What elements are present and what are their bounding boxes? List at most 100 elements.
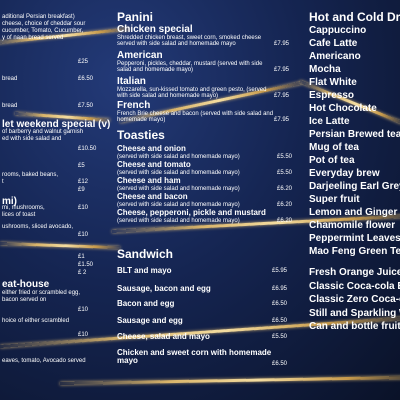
item-price: £10 [78, 232, 89, 238]
drinks-heading: Hot and Cold Drin [309, 10, 400, 24]
hot-drink-item: Darjeeling Earl Grey [309, 181, 400, 192]
toastie-item-name: Cheese and tomato [117, 160, 191, 169]
panini-item-price: £7.95 [274, 117, 290, 123]
item-price: £25 [78, 59, 89, 65]
menu-line: aditional Persian breakfast) [2, 14, 75, 20]
toastie-item-note: (served with side salad and homemade may… [117, 218, 240, 224]
hot-drink-item: Pot of tea [309, 155, 355, 166]
toastie-item-note: (served with side salad and homemade may… [117, 202, 240, 208]
hot-drink-item: Everyday brew [309, 168, 380, 179]
menu-line: y of naan bread served [2, 35, 64, 41]
sandwich-item-name: Chicken and sweet corn with homemade may… [117, 348, 272, 366]
hot-drink-item: Lemon and Ginger [309, 207, 398, 218]
item-price: £10 [78, 205, 89, 211]
toastie-item-price: £5.50 [277, 154, 293, 160]
toastie-item-name: Cheese and onion [117, 144, 186, 153]
panini-item-name: French [117, 100, 151, 111]
hot-drink-item: Mao Feng Green Tea [309, 246, 400, 257]
menu-line: mi) [2, 196, 17, 207]
item-price: £6.50 [78, 76, 94, 82]
hot-drink-item: Cappuccino [309, 25, 367, 36]
sandwich-item-price: £5.50 [272, 334, 288, 340]
menu-line: cheese, choice of cheddar sour [2, 21, 86, 27]
sandwich-heading: Sandwich [117, 247, 174, 261]
menu-line: t [2, 179, 4, 185]
hot-drink-item: Ice Latte [309, 116, 350, 127]
menu-line: rooms, baked beans, [2, 172, 59, 178]
item-price: £10 [78, 332, 89, 338]
menu-line: mi, mushrooms, [2, 205, 45, 211]
hot-drink-item: Hot Chocolate [309, 103, 377, 114]
toastie-item-price: £5.50 [277, 170, 293, 176]
sandwich-item-price: £6.50 [272, 361, 288, 367]
panini-item-desc: Shredded chicken breast, sweet corn, smo… [117, 35, 262, 48]
hot-drink-item: Espresso [309, 90, 355, 101]
menu-line: let weekend special (v) [2, 119, 111, 130]
panini-item-desc: French Brie cheese and bacon (served wit… [117, 111, 274, 124]
toastie-item-price: £6.20 [277, 218, 293, 224]
toastie-item-name: Cheese and bacon [117, 192, 188, 201]
hot-drink-item: Cafe Latte [309, 38, 358, 49]
panini-item-price: £7.95 [274, 67, 290, 73]
menu-line: ushrooms, sliced avocado, [2, 224, 74, 230]
sandwich-item-price: £6.50 [272, 318, 288, 324]
panini-item-desc: Pepperoni, pickles, cheddar, mustard (se… [117, 61, 263, 74]
toastie-item-note: (served with side salad and homemade may… [117, 186, 240, 192]
panini-item-name: Chicken special [117, 24, 193, 35]
toastie-item-note: (served with side salad and homemade may… [117, 154, 240, 160]
item-price: £5 [78, 163, 85, 169]
cold-drink-item: Classic Zero Coca-col [309, 294, 400, 305]
sandwich-item-price: £6.95 [272, 286, 288, 292]
menu-line: hoice of either scrambled [2, 318, 70, 324]
item-price: £1 [78, 254, 85, 260]
drinks-column: Hot and Cold Drin Cappuccino Cafe Latte Am… [302, 0, 400, 400]
sandwich-item-name: Sausage, bacon and egg [117, 284, 211, 293]
cold-drink-item: Fresh Orange Juice [309, 267, 400, 278]
menu-line: bread [2, 103, 18, 109]
item-price: £12 [78, 179, 89, 185]
hot-drink-item: Mug of tea [309, 142, 359, 153]
toastie-item-price: £6.20 [277, 186, 293, 192]
menu-line: cucumber, Tomato, Cucumber, [2, 28, 84, 34]
cold-drink-item: Still and Sparkling W [309, 307, 400, 319]
panini-item-name: Italian [117, 76, 146, 87]
item-price: £1.50 [78, 262, 94, 268]
sandwich-item-price: £6.50 [272, 301, 288, 307]
toastie-item-name: Cheese, pepperoni, pickle and mustard [117, 208, 266, 217]
sandwich-item-price: £5.95 [272, 268, 288, 274]
cold-drink-item: Can and bottle fruit J [309, 321, 400, 332]
panini-item-price: £7.95 [274, 93, 290, 99]
breakfast-column: aditional Persian breakfast) cheese, choi… [0, 0, 112, 400]
hot-drink-item: Flat White [309, 77, 357, 88]
menu-line: lices of toast [2, 212, 36, 218]
hot-drink-item: Peppermint Leaves [309, 233, 400, 244]
panini-item-desc: Mozzarella, sun-kissed tomato and green … [117, 87, 267, 100]
menu-line: of barberry and walnut garnish [2, 129, 84, 135]
sandwich-item-name: BLT and mayo [117, 266, 172, 275]
menu-line: ed with side salad and [2, 136, 62, 142]
panini-item-price: £7.95 [274, 41, 290, 47]
toastie-item-name: Cheese and ham [117, 176, 181, 185]
sandwich-item-name: Bacon and egg [117, 299, 175, 308]
item-price: £10 [78, 307, 89, 313]
menu-line: either fried or scrambled egg, [2, 290, 81, 296]
hot-drink-item: Chamomile flower [309, 220, 396, 231]
item-price: £9 [78, 187, 85, 193]
hot-drink-item: Americano [309, 51, 361, 62]
item-price: £7.50 [78, 103, 94, 109]
toastie-item-price: £6.20 [277, 202, 293, 208]
sandwich-item-name: Sausage and egg [117, 316, 183, 325]
hot-drink-item: Persian Brewed tea ( [309, 129, 400, 140]
cold-drink-item: Classic Coca-cola Bottle [309, 280, 400, 292]
menu-middle-column: Panini Chicken special Shredded chicken b… [112, 0, 302, 400]
menu-line: eat-house [2, 279, 50, 290]
item-price: £ 2 [78, 270, 87, 276]
panini-heading: Panini [117, 10, 154, 24]
menu-line: bacon served on [2, 297, 47, 303]
toastie-item-note: (served with side salad and homemade may… [117, 170, 240, 176]
sandwich-item-name: Cheese, salad and mayo [117, 332, 210, 341]
item-price: £10.50 [78, 146, 97, 152]
toasties-heading: Toasties [117, 128, 165, 142]
panini-item-name: American [117, 50, 163, 61]
hot-drink-item: Mocha [309, 64, 341, 75]
